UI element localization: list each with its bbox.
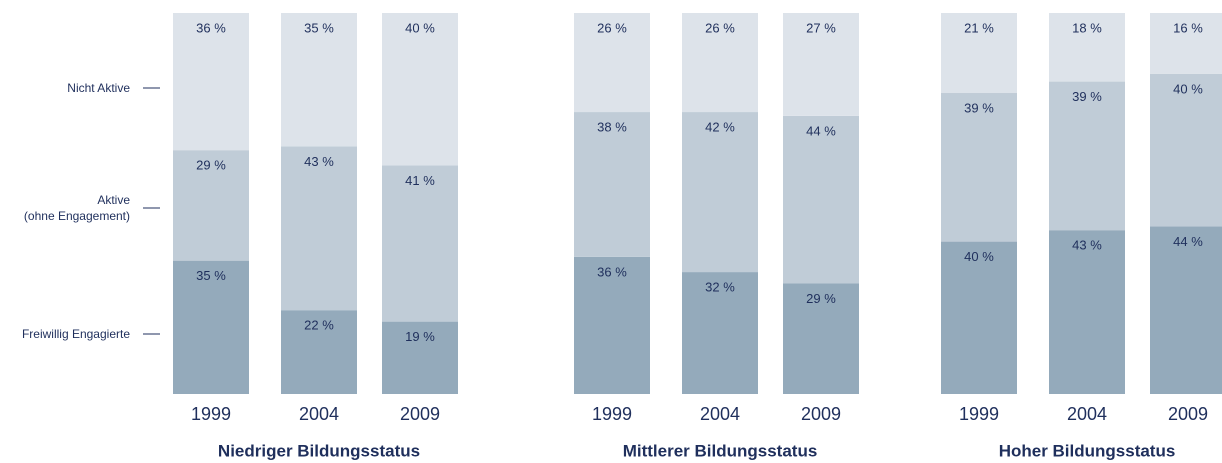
value-label: 29 %	[806, 291, 836, 306]
x-tick-label: 1999	[191, 404, 231, 424]
bar-segment	[281, 310, 357, 394]
legend-label: Nicht Aktive	[67, 81, 130, 95]
value-label: 35 %	[304, 20, 334, 35]
bar-segment	[682, 13, 758, 113]
bar-segment	[1150, 226, 1222, 394]
bar-segment	[1049, 230, 1125, 394]
value-label: 19 %	[405, 329, 435, 344]
value-label: 44 %	[1173, 234, 1203, 249]
x-tick-label: 2009	[801, 404, 841, 424]
x-tick-label: 1999	[959, 404, 999, 424]
group-label: Niedriger Bildungsstatus	[218, 441, 420, 460]
value-label: 27 %	[806, 20, 836, 35]
value-label: 35 %	[196, 268, 226, 283]
x-tick-label: 1999	[592, 404, 632, 424]
bar-segment	[941, 13, 1017, 94]
bar-segment	[574, 256, 650, 394]
bar-segment	[173, 13, 249, 151]
bar-segment	[382, 165, 458, 322]
bar-segment	[574, 112, 650, 257]
value-label: 36 %	[196, 20, 226, 35]
bar-segment	[173, 150, 249, 261]
value-label: 22 %	[304, 318, 334, 333]
bar-segment	[1150, 13, 1222, 74]
bar-segment	[1049, 81, 1125, 231]
bar-segment	[682, 272, 758, 394]
x-tick-label: 2009	[1168, 404, 1208, 424]
value-label: 18 %	[1072, 20, 1102, 35]
bar-segment	[682, 112, 758, 273]
bar-segment	[783, 13, 859, 116]
bar-segment	[783, 283, 859, 394]
value-label: 16 %	[1173, 20, 1203, 35]
value-label: 36 %	[597, 264, 627, 279]
bar-segment	[382, 321, 458, 394]
x-tick-label: 2004	[700, 404, 740, 424]
value-label: 42 %	[705, 119, 735, 134]
bar-segment	[1150, 73, 1222, 227]
value-label: 43 %	[1072, 238, 1102, 253]
value-label: 26 %	[705, 20, 735, 35]
value-label: 40 %	[964, 249, 994, 264]
value-label: 32 %	[705, 280, 735, 295]
value-label: 40 %	[1173, 81, 1203, 96]
x-tick-label: 2004	[1067, 404, 1107, 424]
bar-segment	[941, 241, 1017, 394]
group-label: Hoher Bildungsstatus	[999, 441, 1176, 460]
legend-label: Aktive (ohne Engagement)	[23, 193, 130, 223]
bar-segment	[783, 115, 859, 284]
bar-segment	[574, 13, 650, 113]
value-label: 43 %	[304, 154, 334, 169]
bar-segment	[281, 146, 357, 311]
bar-segment	[1049, 13, 1125, 82]
group-label: Mittlerer Bildungsstatus	[623, 441, 818, 460]
legend-label: Freiwillig Engagierte	[21, 327, 130, 341]
value-label: 44 %	[806, 123, 836, 138]
value-label: 38 %	[597, 119, 627, 134]
bar-segment	[941, 93, 1017, 242]
value-label: 29 %	[196, 158, 226, 173]
bar-segment	[281, 13, 357, 147]
x-tick-label: 2004	[299, 404, 339, 424]
value-label: 41 %	[405, 173, 435, 188]
bar-segment	[173, 260, 249, 394]
x-tick-label: 2009	[400, 404, 440, 424]
value-label: 26 %	[597, 20, 627, 35]
value-label: 39 %	[1072, 89, 1102, 104]
value-label: 40 %	[405, 20, 435, 35]
value-label: 21 %	[964, 20, 994, 35]
value-label: 39 %	[964, 100, 994, 115]
bar-segment	[382, 13, 458, 166]
